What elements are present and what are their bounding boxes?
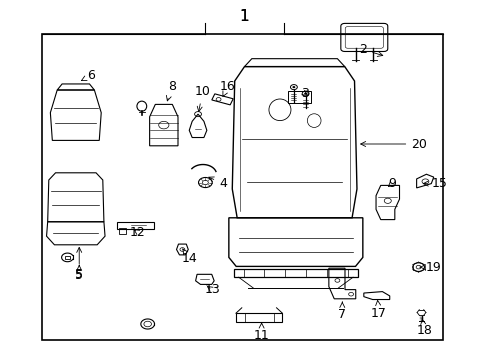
Bar: [233, 269, 357, 277]
Text: 20: 20: [360, 138, 426, 150]
Bar: [236, 313, 282, 322]
Text: 3: 3: [300, 87, 308, 100]
Text: 16: 16: [220, 80, 235, 96]
Circle shape: [292, 86, 295, 88]
Text: 5: 5: [75, 247, 83, 282]
Text: 6: 6: [81, 69, 95, 82]
Bar: [119, 228, 126, 234]
Text: 9: 9: [387, 177, 395, 190]
Bar: [41, 34, 442, 340]
Text: 8: 8: [166, 80, 175, 101]
Text: 12: 12: [130, 226, 145, 239]
Text: 18: 18: [416, 319, 431, 337]
Text: 5: 5: [75, 265, 83, 281]
Text: 14: 14: [181, 249, 197, 265]
Circle shape: [304, 93, 306, 95]
Text: 1: 1: [239, 9, 249, 24]
Text: 13: 13: [204, 283, 220, 296]
Text: 15: 15: [423, 177, 447, 190]
Text: 19: 19: [419, 261, 441, 274]
Bar: [117, 222, 154, 229]
Text: 11: 11: [253, 323, 269, 342]
Text: 7: 7: [338, 302, 346, 321]
Text: 17: 17: [370, 301, 386, 320]
Text: 2: 2: [359, 43, 382, 57]
Text: 1: 1: [239, 9, 249, 24]
Text: 4: 4: [208, 177, 226, 190]
Text: 10: 10: [194, 85, 210, 112]
Bar: [287, 91, 310, 103]
